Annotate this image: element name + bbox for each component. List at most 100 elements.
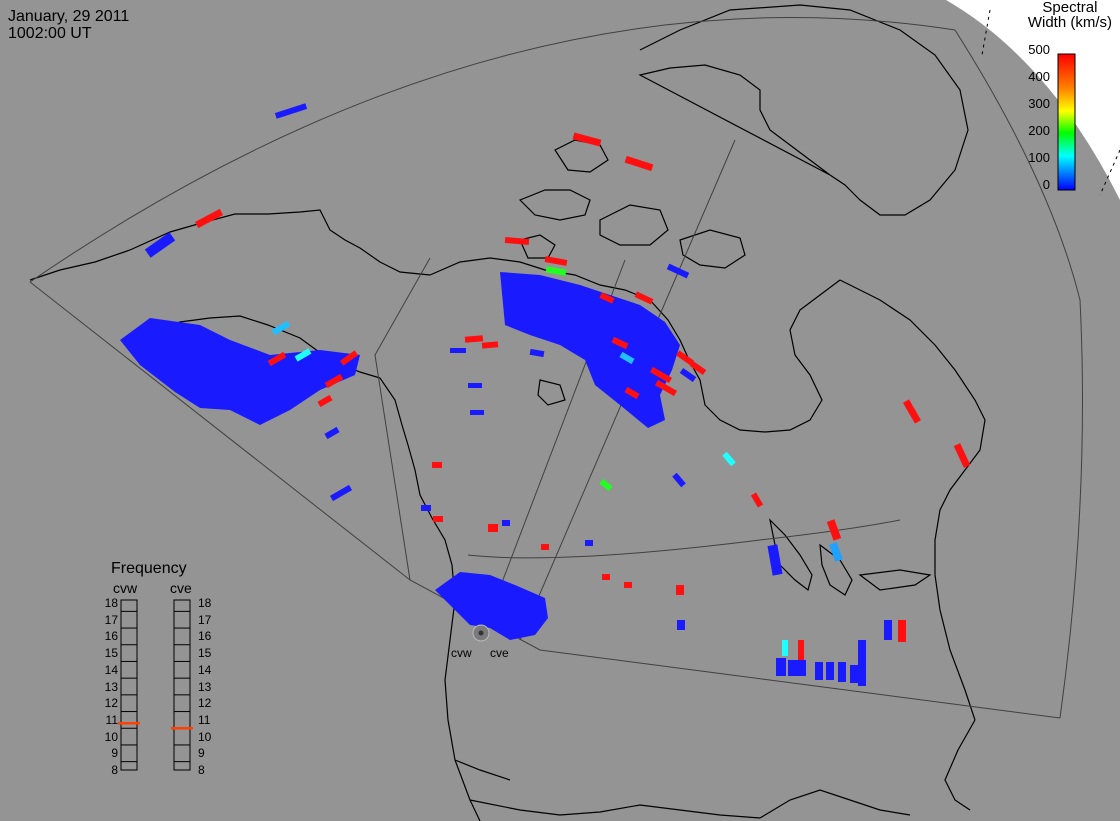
radar-site-dot	[478, 630, 484, 636]
colorbar-tick: 0	[1042, 177, 1050, 192]
echo-cell	[676, 585, 684, 595]
echo-cell	[624, 386, 640, 400]
frequency-scale-label: 15	[198, 646, 212, 661]
colorbar-title-line1: Spectral	[1042, 0, 1098, 16]
echo-cell	[599, 478, 613, 492]
frequency-scale-label: 8	[111, 763, 118, 777]
echo-cell	[267, 351, 287, 367]
echo-cell	[585, 540, 593, 546]
frequency-scale-label: 13	[104, 679, 118, 694]
frequency-ticks	[121, 610, 190, 763]
freq-box-cve	[173, 599, 191, 771]
echo-cell	[767, 544, 783, 576]
frequency-title: Frequency	[111, 560, 187, 577]
echo-cell	[619, 351, 635, 365]
echo-cell	[450, 348, 466, 353]
echo-cell	[545, 266, 567, 276]
frequency-scale-label: 17	[198, 612, 212, 627]
echo-cell	[666, 263, 690, 279]
echo-cell	[689, 360, 707, 376]
echo-cluster-central	[500, 272, 680, 428]
frequency-scale-label: 11	[198, 712, 211, 727]
frequency-scale-label: 14	[198, 662, 212, 677]
echo-cell	[826, 662, 834, 680]
echo-cell	[624, 582, 632, 588]
echo-cell	[599, 292, 615, 304]
frequency-scale-label: 18	[104, 596, 118, 610]
echo-cell	[324, 373, 344, 389]
echo-cell	[529, 348, 545, 358]
echo-cell	[541, 544, 549, 550]
frequency-scale-label: 12	[104, 696, 118, 711]
echo-cell	[271, 320, 291, 336]
scatter-echoes	[120, 103, 971, 686]
coastlines	[29, 4, 986, 821]
frequency-scale-label: 11	[105, 712, 118, 727]
echo-cell	[953, 443, 971, 468]
echo-cell	[782, 640, 788, 656]
frequency-scale-label: 8	[198, 763, 205, 777]
echo-cell	[675, 350, 695, 366]
colorbar-title: Spectral Width (km/s)	[1028, 0, 1112, 30]
echo-cell	[504, 236, 530, 246]
echo-cell	[502, 520, 510, 526]
echo-cell	[679, 367, 697, 383]
echo-cell	[750, 492, 764, 508]
echo-cell	[572, 132, 602, 147]
echo-cell	[838, 662, 846, 682]
echo-cell	[850, 665, 858, 683]
echo-cell	[481, 341, 499, 349]
frequency-scale-label: 15	[104, 646, 118, 661]
frequency-scale-label: 10	[198, 729, 212, 744]
echo-cell	[654, 379, 678, 397]
frequency-scale-label: 17	[104, 612, 118, 627]
freq-box-cvw	[120, 599, 138, 771]
echo-cell	[324, 426, 340, 440]
echo-cell	[274, 103, 308, 119]
frequency-scale-label: 9	[111, 746, 118, 761]
echo-cell	[488, 524, 498, 532]
echo-cell	[194, 208, 224, 229]
frequency-scale-label: 13	[198, 679, 212, 694]
echo-cell	[421, 505, 431, 511]
polar-region	[946, 0, 1120, 200]
echo-cell	[144, 232, 176, 258]
echo-cell	[329, 484, 353, 502]
echo-cell	[776, 658, 786, 676]
frequency-scale-label: 9	[198, 746, 205, 761]
echo-cell	[677, 620, 685, 630]
echo-cell	[544, 256, 568, 266]
radar-label-cvw: cvw	[451, 646, 472, 660]
echo-cell	[788, 660, 806, 676]
colorbar	[1057, 53, 1076, 191]
echo-cell	[602, 574, 610, 580]
frequency-scale-label: 10	[104, 729, 118, 744]
frequency-scale-label: 14	[104, 662, 118, 677]
polar-dash-2	[1099, 149, 1120, 196]
echo-cluster-radar	[435, 572, 548, 640]
echo-cell	[722, 451, 736, 467]
colorbar-tick: 200	[1028, 123, 1050, 138]
echo-cell	[432, 462, 442, 468]
colorbar-tick: 500	[1028, 42, 1050, 57]
echo-cell	[339, 350, 359, 366]
echo-cell	[634, 291, 654, 305]
date-label: January, 29 2011	[8, 8, 130, 25]
echo-cell	[433, 516, 443, 522]
echo-cell	[470, 410, 484, 415]
radar-label-cve: cve	[490, 646, 509, 660]
echo-cell	[884, 620, 892, 640]
echo-cell	[902, 399, 922, 424]
frequency-scale-label: 16	[198, 629, 212, 644]
echo-cell	[611, 336, 629, 350]
colorbar-tick: 400	[1028, 69, 1050, 84]
echo-cell	[672, 472, 686, 488]
echo-cell	[464, 335, 484, 343]
echo-cell	[624, 155, 654, 172]
colorbar-title-line2: Width (km/s)	[1027, 14, 1112, 31]
frequency-radar-cve: cve	[170, 580, 192, 596]
echo-cell	[317, 394, 333, 408]
echo-cluster-alaska	[120, 318, 360, 425]
frequency-radar-cvw: cvw	[113, 580, 138, 596]
